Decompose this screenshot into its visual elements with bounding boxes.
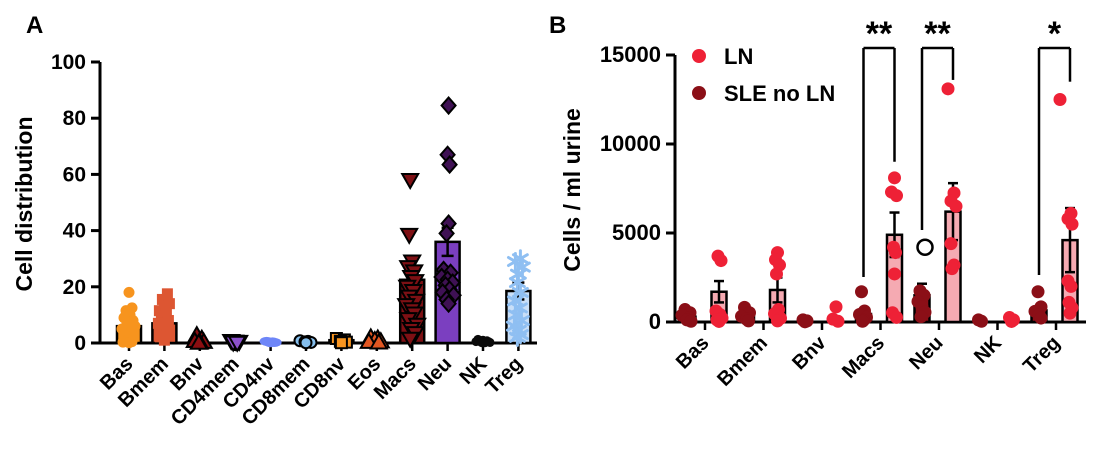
y-tick-label: 40 [63, 220, 86, 243]
panel-B-axes: 0 5000 10000 15000 Cells / ml urine B Bas Bmem B… [549, 12, 1086, 391]
Bmem-point [161, 329, 173, 341]
Neu-point [441, 155, 458, 175]
y-tick-label: 80 [63, 107, 86, 130]
y-tick-label: 5000 [612, 220, 661, 245]
CD4mem-point [227, 335, 247, 353]
x-tick-label-Neu: Neu [905, 332, 947, 374]
x-tick-label-Bmem: Bmem [713, 332, 772, 391]
y-tick-label: 15000 [600, 42, 661, 67]
Bmem-point [161, 288, 173, 300]
x-tick-label-Treg: Treg [482, 353, 527, 398]
sig-stars-Macs: ** [866, 15, 893, 53]
legend-dot-SLE no LN [692, 86, 706, 100]
Macs-dot-LN [890, 310, 903, 324]
legend-label-LN: LN [724, 44, 753, 69]
Macs-point [400, 173, 420, 191]
Treg-dot-SLE no LN [1031, 285, 1045, 299]
Bas-dot-LN [712, 314, 726, 328]
panel-B-legend: LN SLE no LN [692, 44, 835, 106]
Neu-dot-LN [945, 262, 959, 276]
CD4nv-point [263, 338, 278, 348]
y-tick-label: 20 [63, 276, 86, 299]
Macs-dot-LN [888, 171, 901, 185]
Bas-dot-SLE no LN [684, 314, 698, 328]
NK-dot-SLE no LN [975, 314, 988, 328]
outlier-open-circle [916, 238, 934, 256]
Neu-dot-LN [941, 82, 955, 96]
Bmem-point [155, 310, 167, 322]
Treg-dot-LN [1053, 93, 1067, 106]
Macs-dot-SLE no LN [855, 285, 868, 299]
legend-label-SLE no LN: SLE no LN [724, 81, 835, 106]
y-tick-label: 10000 [600, 131, 661, 156]
Neu-dot-LN [944, 237, 958, 251]
Bmem-point [152, 317, 164, 329]
x-tick-label-Macs: Macs [838, 332, 889, 383]
sig-stars-Treg: * [1048, 15, 1062, 53]
Macs-dot-LN [890, 189, 903, 203]
panel-B-points [675, 82, 1079, 329]
Treg-dot-LN [1065, 217, 1079, 231]
Neu-point [440, 294, 457, 314]
Neu-dot-LN [949, 199, 963, 213]
x-tick-label-Treg: Treg [1019, 332, 1064, 377]
Macs-point [400, 331, 420, 349]
x-tick-label-Neu: Neu [414, 353, 456, 395]
Neu-point [438, 223, 455, 243]
Bmem-dot-SLE no LN [742, 314, 755, 328]
panel-A-bars [115, 226, 532, 345]
Bnv-point [189, 332, 209, 350]
y-tick-label: 60 [63, 163, 86, 186]
y-tick-label: 0 [649, 309, 661, 334]
y-axis-label: Cell distribution [11, 116, 37, 291]
Bnv-dot-LN [829, 300, 843, 314]
CD8nv-point [334, 336, 348, 350]
Bmem-dot-LN [770, 267, 783, 281]
Macs-dot-SLE no LN [856, 314, 869, 328]
panel-B-significance: ** ** * [862, 15, 1072, 277]
y-axis-label: Cells / ml urine [559, 108, 585, 272]
y-tick-label: 100 [51, 51, 86, 74]
Treg-point [508, 327, 526, 347]
Bas-point [123, 337, 135, 349]
panel-A-points [116, 96, 531, 353]
Bmem-dot-LN [771, 314, 784, 328]
panel-B-bars [679, 181, 1079, 324]
NK-dot-LN [1005, 314, 1018, 328]
Eos-point [369, 332, 389, 350]
Bnv-dot-SLE no LN [798, 315, 812, 329]
Macs-point [399, 227, 419, 245]
x-tick-label-Bas: Bas [672, 332, 714, 374]
Bas-dot-LN [714, 254, 728, 268]
legend-dot-LN [692, 49, 706, 63]
x-tick-label-Macs: Macs [370, 353, 421, 404]
CD8mem-point [299, 336, 313, 350]
Treg-dot-SLE no LN [1034, 311, 1048, 325]
Treg-point [508, 273, 526, 293]
panel-label-B: B [549, 12, 566, 39]
NK-point [485, 337, 495, 347]
x-tick-label-NK: NK [970, 332, 1006, 368]
sig-stars-Neu: ** [924, 15, 951, 53]
Bas-point [123, 286, 135, 298]
Bmem-point [156, 293, 168, 305]
NK-point [477, 338, 487, 348]
Macs-dot-LN [888, 267, 901, 281]
Bmem-point [158, 334, 170, 346]
Bnv-dot-LN [831, 314, 845, 328]
x-tick-label-Bnv: Bnv [788, 331, 831, 374]
Treg-dot-LN [1063, 306, 1077, 320]
Neu-point [440, 96, 457, 116]
Neu-dot-SLE no LN [914, 310, 928, 324]
Macs-dot-LN [889, 246, 902, 260]
Treg-dot-LN [1064, 279, 1078, 293]
Bmem-point [153, 305, 165, 317]
panel-label-A: A [26, 12, 43, 39]
Bmem-point [162, 315, 174, 327]
y-tick-label: 0 [74, 332, 86, 355]
